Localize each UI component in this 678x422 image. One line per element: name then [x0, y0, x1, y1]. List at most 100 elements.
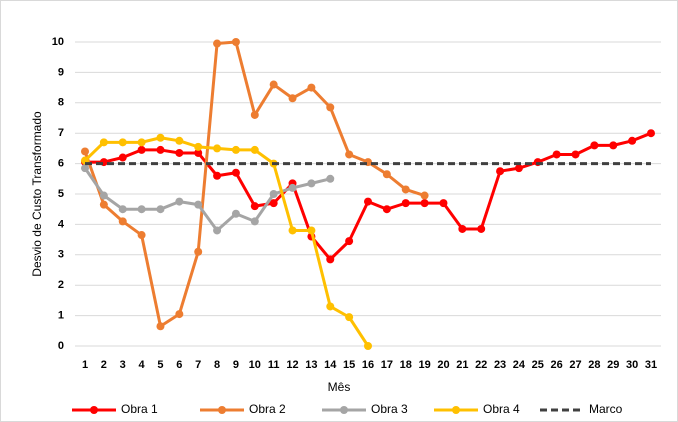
x-tick-label: 7 — [195, 359, 201, 371]
data-point — [326, 302, 335, 311]
y-tick-label: 7 — [58, 127, 64, 139]
x-tick-label: 30 — [626, 359, 638, 371]
data-point — [213, 226, 222, 235]
x-tick-label: 22 — [475, 359, 487, 371]
data-point — [194, 200, 203, 209]
data-point — [231, 38, 240, 46]
legend-marker — [90, 406, 98, 414]
data-point — [401, 185, 410, 194]
x-tick-label: 12 — [286, 359, 298, 371]
data-point — [382, 170, 391, 179]
x-tick-label: 11 — [268, 359, 280, 371]
x-tick-label: 1 — [82, 359, 88, 371]
data-point — [175, 136, 184, 145]
data-point — [269, 80, 278, 89]
data-point — [118, 153, 127, 162]
data-point — [345, 150, 354, 159]
data-point — [194, 247, 203, 256]
x-tick-label: 21 — [456, 359, 468, 371]
data-point — [647, 129, 655, 138]
data-point — [571, 150, 580, 159]
data-point — [137, 231, 146, 240]
legend-label: Obra 4 — [483, 402, 520, 416]
data-point — [420, 199, 429, 208]
data-point — [250, 217, 259, 226]
x-tick-label: 26 — [551, 359, 563, 371]
data-point — [137, 145, 146, 154]
data-point — [118, 205, 127, 214]
data-point — [307, 179, 316, 188]
legend-marker — [340, 406, 348, 414]
data-point — [364, 197, 372, 206]
data-point — [99, 200, 108, 209]
legend-label: Obra 2 — [249, 402, 286, 416]
x-tick-label: 15 — [343, 359, 355, 371]
data-point — [307, 83, 316, 92]
data-point — [326, 255, 335, 264]
y-tick-label: 2 — [58, 279, 64, 291]
data-point — [213, 171, 222, 180]
data-point — [137, 205, 146, 214]
data-point — [175, 148, 184, 157]
data-point — [288, 183, 297, 192]
x-axis-title: Mês — [328, 380, 351, 394]
data-point — [81, 164, 89, 173]
data-point — [231, 168, 240, 177]
x-tick-label: 19 — [418, 359, 430, 371]
data-point — [269, 190, 278, 198]
data-point — [401, 199, 410, 208]
data-point — [590, 141, 599, 150]
x-tick-label: 29 — [607, 359, 619, 371]
y-tick-label: 6 — [58, 158, 64, 170]
data-point — [175, 197, 184, 206]
data-point — [213, 39, 222, 48]
y-tick-label: 0 — [58, 340, 64, 352]
data-point — [364, 342, 372, 350]
x-tick-label: 5 — [157, 359, 163, 371]
y-tick-label: 1 — [58, 310, 64, 322]
data-point — [137, 138, 146, 147]
x-tick-label: 18 — [400, 359, 412, 371]
data-point — [81, 147, 89, 156]
data-point — [156, 322, 165, 331]
data-point — [307, 226, 316, 235]
x-tick-label: 16 — [362, 359, 374, 371]
data-point — [194, 142, 203, 151]
data-point — [250, 145, 259, 154]
data-point — [213, 144, 222, 153]
data-point — [420, 191, 429, 200]
data-point — [345, 237, 354, 246]
y-tick-label: 3 — [58, 249, 64, 261]
data-point — [458, 224, 467, 233]
data-point — [514, 164, 523, 173]
data-point — [231, 209, 240, 218]
data-point — [250, 110, 259, 119]
data-point — [156, 205, 165, 214]
data-point — [99, 138, 108, 147]
x-tick-label: 8 — [214, 359, 220, 371]
data-point — [326, 174, 335, 183]
data-point — [628, 136, 637, 145]
data-point — [269, 199, 278, 208]
data-point — [118, 138, 127, 147]
y-tick-label: 9 — [58, 66, 64, 78]
legend-label: Obra 1 — [121, 402, 158, 416]
data-point — [231, 145, 240, 154]
data-point — [288, 226, 297, 235]
y-tick-label: 8 — [58, 97, 64, 109]
data-point — [326, 103, 335, 112]
x-tick-label: 25 — [532, 359, 544, 371]
legend-marker — [218, 406, 226, 414]
data-point — [345, 313, 354, 322]
x-tick-label: 27 — [569, 359, 581, 371]
data-point — [175, 310, 184, 319]
data-point — [99, 191, 108, 200]
data-point — [496, 167, 505, 176]
x-tick-label: 23 — [494, 359, 506, 371]
x-tick-label: 28 — [588, 359, 600, 371]
x-tick-label: 2 — [101, 359, 107, 371]
y-axis-title: Desvio de Custo Transformado — [30, 111, 44, 277]
data-point — [609, 141, 618, 150]
x-tick-label: 24 — [513, 359, 526, 371]
